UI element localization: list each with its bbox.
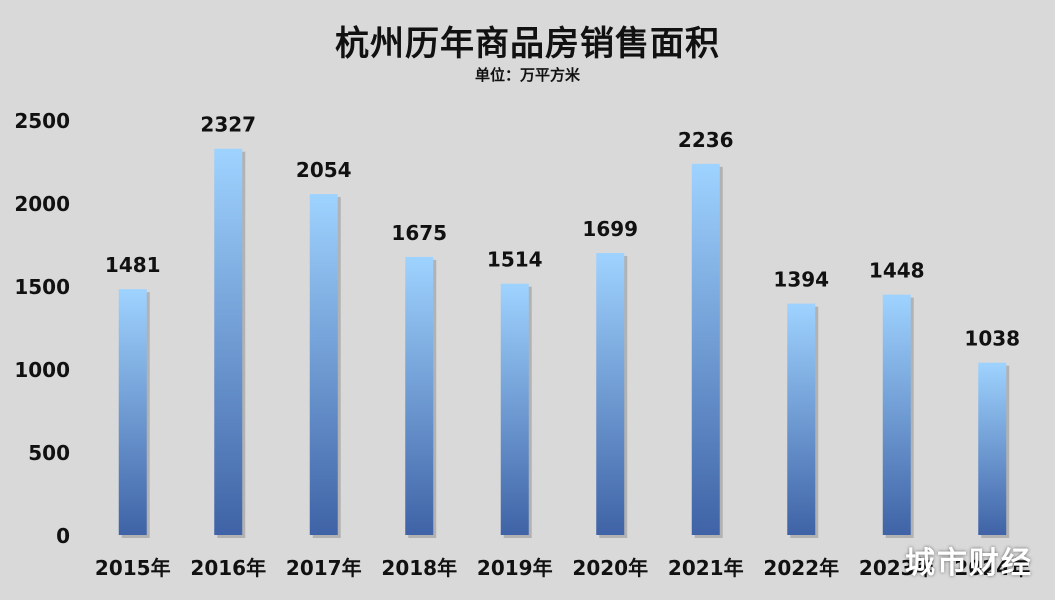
bar-value-label: 1394 [773, 268, 829, 292]
bar-value-label: 2054 [296, 158, 352, 182]
x-tick-label: 2021年 [668, 556, 744, 580]
x-tick-label: 2018年 [381, 556, 457, 580]
watermark-text: 城市财经 [905, 546, 1033, 581]
y-axis-labels: 0 500 1000 1500 2000 2500 [14, 109, 70, 548]
bar [118, 289, 147, 535]
bar [309, 194, 338, 535]
x-tick-label: 2024年 [954, 556, 1030, 580]
bar-value-label: 2236 [678, 128, 734, 152]
bar-value-label: 1481 [105, 253, 161, 277]
bar-value-label: 1699 [582, 217, 638, 241]
chart-subtitle: 单位：万平方米 [474, 66, 580, 84]
bar-value-label: 1675 [391, 221, 447, 245]
x-tick-label: 2019年 [477, 556, 553, 580]
y-tick-label: 2500 [14, 109, 70, 133]
bar-value-label: 1038 [964, 327, 1020, 351]
y-tick-label: 1500 [14, 275, 70, 299]
bar-value-label: 1448 [869, 259, 925, 283]
x-tick-label: 2020年 [572, 556, 648, 580]
bar [978, 362, 1007, 535]
x-tick-label: 2023年 [859, 556, 935, 580]
bar-value-label: 2327 [200, 113, 256, 137]
bars [118, 148, 1010, 538]
bar [500, 283, 529, 535]
bar [214, 148, 243, 535]
bar [405, 256, 434, 535]
bar [691, 163, 720, 535]
x-tick-label: 2015年 [95, 556, 171, 580]
data-labels: 1481 2327 2054 1675 1514 1699 2236 1394 1448 1038 [105, 113, 1020, 351]
bar-value-label: 1514 [487, 248, 543, 272]
y-tick-label: 500 [28, 441, 70, 465]
chart-title: 杭州历年商品房销售面积 [335, 24, 720, 64]
bar [596, 252, 625, 535]
y-tick-label: 1000 [14, 358, 70, 382]
y-tick-label: 0 [56, 524, 70, 548]
bar [882, 294, 911, 535]
x-axis-labels: 2015年 2016年 2017年 2018年 2019年 2020年 2021年 2022年… [95, 556, 1030, 580]
x-tick-label: 2016年 [190, 556, 266, 580]
x-tick-label: 2022年 [763, 556, 839, 580]
x-tick-label: 2017年 [286, 556, 362, 580]
y-tick-label: 2000 [14, 192, 70, 216]
bar [787, 303, 816, 535]
